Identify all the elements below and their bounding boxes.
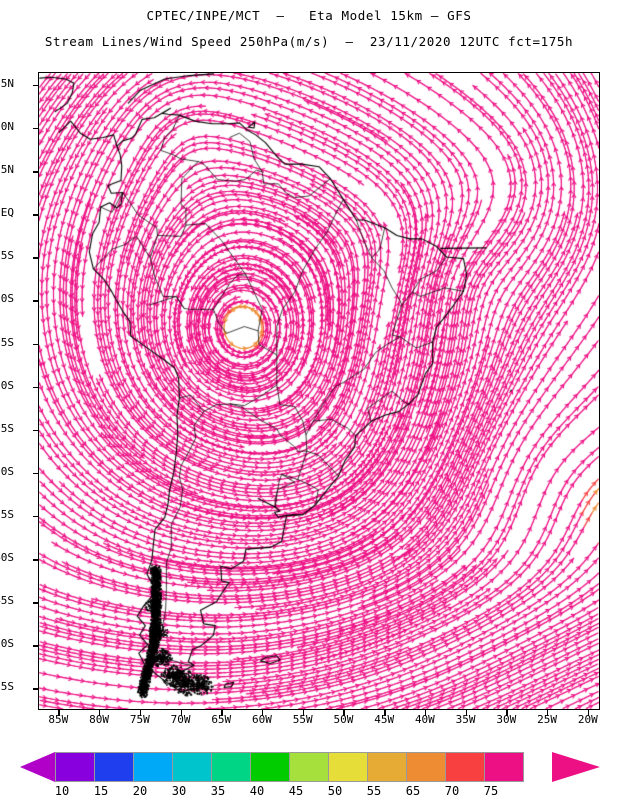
y-axis-tick — [33, 559, 39, 560]
y-axis-tick — [33, 430, 39, 431]
x-axis-tick — [384, 710, 385, 716]
y-axis-label-35s: 35S — [0, 510, 14, 520]
y-axis-tick — [33, 344, 39, 345]
x-axis-tick — [221, 710, 222, 716]
x-axis-tick — [303, 710, 304, 716]
colorbar-segment-1 — [94, 752, 134, 782]
x-axis-tick — [588, 710, 589, 716]
colorbar-segment-5 — [250, 752, 290, 782]
y-axis-tick — [33, 257, 39, 258]
y-axis-label-40s: 40S — [0, 553, 14, 563]
chart-subtitle-line-2: Stream Lines/Wind Speed 250hPa(m/s) — 23… — [0, 34, 618, 49]
y-axis-label-10n: 10N — [0, 122, 14, 132]
colorbar-segment-4 — [211, 752, 251, 782]
y-axis-tick — [33, 688, 39, 689]
colorbar-segment-9 — [406, 752, 446, 782]
streamline-field-canvas — [39, 73, 599, 709]
colorbar-segments — [55, 752, 524, 782]
weather-chart-page: CPTEC/INPE/MCT — Eta Model 15km — GFS St… — [0, 0, 618, 800]
colorbar-tick-70: 70 — [435, 784, 469, 798]
y-axis-label-10s: 10S — [0, 294, 14, 304]
y-axis-label-15s: 15S — [0, 338, 14, 348]
y-axis-tick — [33, 516, 39, 517]
x-axis-tick — [58, 710, 59, 716]
y-axis-tick — [33, 214, 39, 215]
y-axis-tick — [33, 85, 39, 86]
colorbar-tick-10: 10 — [45, 784, 79, 798]
y-axis-tick — [33, 128, 39, 129]
colorbar-segment-0 — [55, 752, 95, 782]
y-axis-label-20s: 20S — [0, 381, 14, 391]
colorbar-tick-75: 75 — [474, 784, 508, 798]
x-axis-tick — [99, 710, 100, 716]
y-axis-label-45s: 45S — [0, 596, 14, 606]
colorbar-tick-30: 30 — [162, 784, 196, 798]
y-axis-tick — [33, 171, 39, 172]
colorbar-tick-45: 45 — [279, 784, 313, 798]
y-axis-label-25s: 25S — [0, 424, 14, 434]
y-axis-label-50s: 50S — [0, 639, 14, 649]
colorbar-segment-6 — [289, 752, 329, 782]
colorbar-segment-11 — [484, 752, 524, 782]
colorbar-tick-65: 65 — [396, 784, 430, 798]
colorbar-segment-2 — [133, 752, 173, 782]
x-axis-tick — [343, 710, 344, 716]
y-axis-tick — [33, 300, 39, 301]
y-axis-label-15n: 15N — [0, 79, 14, 89]
colorbar-tick-50: 50 — [318, 784, 352, 798]
y-axis-label-5s: 5S — [0, 251, 14, 261]
colorbar-over-cap — [552, 752, 600, 782]
colorbar-tick-40: 40 — [240, 784, 274, 798]
chart-title-line-1: CPTEC/INPE/MCT — Eta Model 15km — GFS — [0, 8, 618, 23]
y-axis-label-eq: EQ — [0, 208, 14, 218]
y-axis-label-55s: 55S — [0, 682, 14, 692]
colorbar-tick-35: 35 — [201, 784, 235, 798]
colorbar-segment-3 — [172, 752, 212, 782]
colorbar-tick-15: 15 — [84, 784, 118, 798]
y-axis-tick — [33, 473, 39, 474]
colorbar-tick-20: 20 — [123, 784, 157, 798]
y-axis-tick — [33, 387, 39, 388]
y-axis-label-5n: 5N — [0, 165, 14, 175]
x-axis-tick — [466, 710, 467, 716]
colorbar-segment-7 — [328, 752, 368, 782]
x-axis-tick — [262, 710, 263, 716]
x-axis-tick — [181, 710, 182, 716]
y-axis-tick — [33, 645, 39, 646]
x-axis-tick — [547, 710, 548, 716]
y-axis-label-30s: 30S — [0, 467, 14, 477]
x-axis-tick — [506, 710, 507, 716]
colorbar-segment-8 — [367, 752, 407, 782]
colorbar-tick-55: 55 — [357, 784, 391, 798]
colorbar-under-cap — [20, 752, 55, 782]
y-axis-tick — [33, 602, 39, 603]
wind-speed-colorbar: 10 15 20 30 35 40 45 50 55 65 70 75 — [0, 750, 618, 800]
x-axis-tick — [425, 710, 426, 716]
x-axis-tick — [140, 710, 141, 716]
streamline-map-plot — [38, 72, 600, 710]
colorbar-segment-10 — [445, 752, 485, 782]
